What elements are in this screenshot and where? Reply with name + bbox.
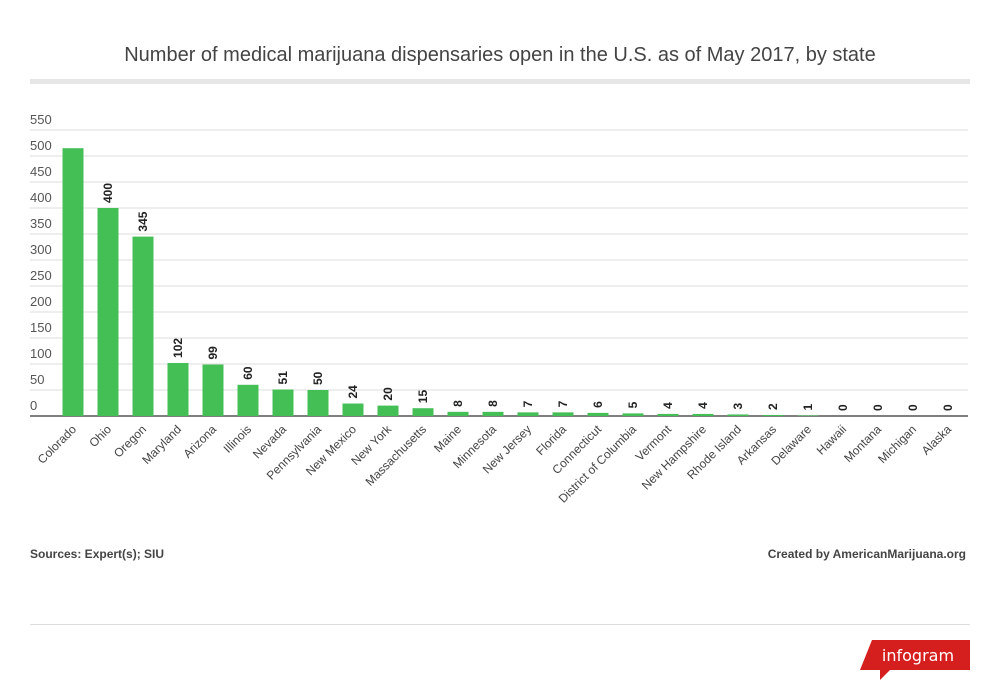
data-label: 345 [136, 211, 150, 231]
bar [552, 412, 574, 416]
bar [727, 414, 749, 416]
data-label: 7 [521, 400, 535, 407]
credit-text: Created by AmericanMarijuana.org [767, 547, 966, 561]
y-tick-label: 50 [30, 372, 44, 387]
bar [762, 414, 784, 416]
svg-text:infogram: infogram [882, 646, 954, 665]
title-divider [30, 79, 970, 84]
data-label: 15 [416, 390, 430, 404]
data-label: 2 [766, 403, 780, 410]
data-label: 0 [871, 404, 885, 411]
x-tick-label: Massachusetts [363, 422, 430, 489]
data-label: 51 [276, 371, 290, 385]
x-tick-label: Maine [431, 422, 464, 455]
x-tick-label: Michigan [875, 422, 919, 466]
data-label: 4 [661, 402, 675, 409]
footer-divider [30, 624, 970, 625]
chart-title: Number of medical marijuana dispensaries… [124, 44, 876, 66]
data-label: 60 [241, 366, 255, 380]
x-tick-label: Colorado [35, 422, 80, 467]
bar [517, 412, 539, 416]
data-label: 1 [801, 403, 815, 410]
y-tick-label: 550 [30, 112, 52, 127]
data-label: 99 [206, 346, 220, 360]
data-label: 0 [941, 404, 955, 411]
bar [692, 413, 714, 416]
x-tick-label: Illinois [221, 422, 254, 455]
infogram-logo[interactable]: infogram [858, 638, 978, 688]
bar [237, 384, 259, 416]
bar [307, 390, 329, 416]
bar [587, 412, 609, 416]
x-tick-label: Ohio [86, 422, 114, 450]
data-label: 24 [346, 385, 360, 399]
data-label: 4 [696, 402, 710, 409]
data-label: 0 [836, 404, 850, 411]
bar [342, 403, 364, 416]
x-tick-label: Alaska [919, 422, 955, 458]
y-tick-label: 200 [30, 294, 52, 309]
bar [377, 405, 399, 416]
bar [167, 362, 189, 416]
data-label: 5 [626, 401, 640, 408]
bar [412, 408, 434, 416]
data-label: 7 [556, 400, 570, 407]
y-tick-label: 250 [30, 268, 52, 283]
y-tick-label: 450 [30, 164, 52, 179]
bar [447, 411, 469, 416]
y-tick-label: 100 [30, 346, 52, 361]
data-label: 3 [731, 402, 745, 409]
y-tick-label: 500 [30, 138, 52, 153]
x-tick-label: Maryland [139, 422, 184, 467]
data-label: 6 [591, 401, 605, 408]
bar [132, 236, 154, 416]
data-label: 20 [381, 387, 395, 401]
bar-chart: 050100150200250300350400450500550Colorad… [30, 112, 968, 506]
data-label: 0 [906, 404, 920, 411]
bar [657, 413, 679, 416]
y-tick-label: 300 [30, 242, 52, 257]
bar [797, 415, 819, 416]
data-label: 400 [101, 183, 115, 203]
bar [97, 208, 119, 416]
y-tick-label: 150 [30, 320, 52, 335]
y-tick-label: 350 [30, 216, 52, 231]
bar [62, 148, 84, 416]
source-text: Sources: Expert(s); SIU [30, 547, 165, 561]
x-tick-label: Arizona [180, 422, 219, 461]
data-label: 102 [171, 338, 185, 358]
data-label: 8 [451, 400, 465, 407]
bar [622, 413, 644, 416]
bar [482, 411, 504, 416]
bar [272, 389, 294, 416]
y-tick-label: 0 [30, 398, 37, 413]
bar [202, 364, 224, 416]
data-label: 8 [486, 400, 500, 407]
data-label: 50 [311, 371, 325, 385]
y-tick-label: 400 [30, 190, 52, 205]
